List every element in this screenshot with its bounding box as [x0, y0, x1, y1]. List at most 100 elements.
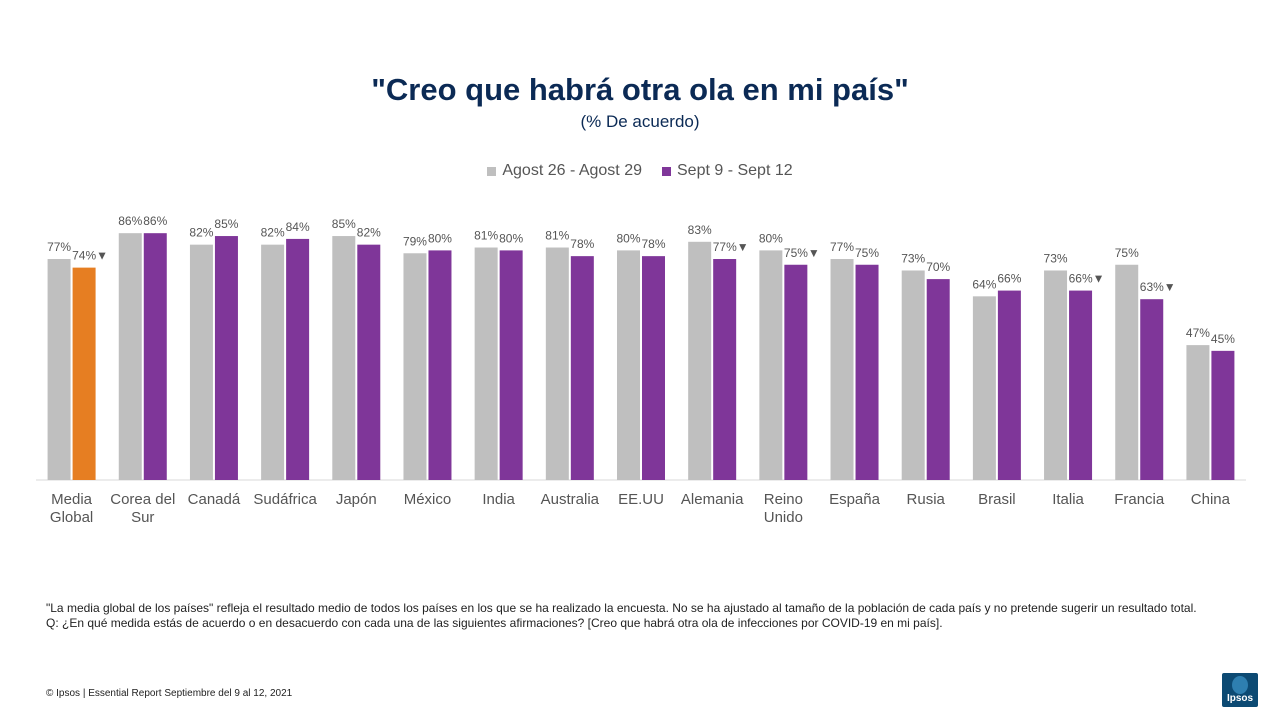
data-label-series-2: 74%▼ — [72, 249, 108, 263]
data-label-series-2: 85% — [214, 217, 238, 231]
footnote-note: "La media global de los países" refleja … — [46, 601, 1197, 615]
category-label: Reino — [764, 491, 803, 508]
category-label: India — [482, 491, 515, 508]
bar-series-2 — [1211, 350, 1235, 480]
bar-series-2 — [713, 259, 737, 480]
category-label: México — [404, 491, 452, 508]
bar-series-1 — [332, 236, 356, 480]
bar-series-2 — [214, 236, 238, 480]
legend: Agost 26 - Agost 29 Sept 9 - Sept 12 — [0, 162, 1280, 180]
bar-series-2 — [1069, 290, 1093, 480]
bar-series-2 — [1140, 299, 1164, 480]
ipsos-logo-icon — [1232, 676, 1248, 694]
bar-series-1 — [403, 253, 427, 480]
footnote: "La media global de los países" refleja … — [46, 601, 1236, 631]
data-label-series-2: 80% — [499, 231, 523, 245]
bar-series-2 — [428, 250, 452, 480]
bar-series-1 — [474, 247, 498, 480]
data-label-series-1: 85% — [332, 217, 356, 231]
data-label-series-1: 73% — [901, 251, 925, 265]
data-label-series-2: 78% — [641, 237, 665, 251]
category-label: España — [829, 491, 881, 508]
data-label-series-2: 82% — [357, 226, 381, 240]
data-label-series-1: 79% — [403, 234, 427, 248]
data-label-series-2: 66%▼ — [1069, 272, 1105, 286]
data-label-series-1: 77% — [830, 240, 854, 254]
data-label-series-2: 63%▼ — [1140, 280, 1176, 294]
data-label-series-1: 75% — [1115, 246, 1139, 260]
data-label-series-1: 80% — [616, 231, 640, 245]
data-label-series-2: 77%▼ — [713, 240, 749, 254]
bar-series-1 — [759, 250, 783, 480]
bar-series-2 — [926, 279, 950, 480]
legend-swatch-series-1 — [487, 166, 497, 176]
category-label: Francia — [1114, 491, 1165, 508]
bar-series-2 — [570, 256, 594, 480]
category-label: Canadá — [188, 491, 241, 508]
bar-series-1 — [189, 244, 213, 480]
data-label-series-2: 80% — [428, 231, 452, 245]
footnote-question: Q: ¿En qué medida estás de acuerdo o en … — [46, 616, 943, 630]
data-label-series-2: 78% — [570, 237, 594, 251]
bar-series-1 — [47, 259, 71, 480]
data-label-series-2: 84% — [286, 220, 310, 234]
bar-series-1 — [617, 250, 640, 480]
category-label: Alemania — [681, 491, 744, 508]
data-label-series-2: 66% — [997, 272, 1021, 286]
category-label: Sur — [131, 509, 154, 526]
data-label-series-2: 75%▼ — [784, 246, 820, 260]
legend-item-series-1: Agost 26 - Agost 29 — [487, 162, 642, 180]
bar-series-2 — [286, 238, 310, 480]
category-label: Brasil — [978, 491, 1016, 508]
category-label: Media — [51, 491, 93, 508]
data-label-series-2: 45% — [1211, 332, 1235, 346]
bar-series-1 — [1186, 345, 1210, 480]
bar-series-1 — [901, 270, 925, 480]
data-label-series-2: 86% — [143, 214, 167, 228]
bar-series-1 — [972, 296, 996, 480]
data-label-series-2: 75% — [855, 246, 879, 260]
data-label-series-1: 81% — [474, 229, 498, 243]
ipsos-logo: Ipsos — [1222, 673, 1258, 707]
category-label: Corea del — [110, 491, 175, 508]
bar-series-1 — [1115, 264, 1139, 480]
legend-item-series-2: Sept 9 - Sept 12 — [662, 162, 793, 180]
bar-series-2 — [642, 256, 665, 480]
category-label: Global — [50, 509, 93, 526]
bar-series-2 — [72, 267, 96, 480]
category-label: Rusia — [907, 491, 946, 508]
bar-series-1 — [261, 244, 285, 480]
bar-series-2 — [855, 264, 879, 480]
legend-label-series-2: Sept 9 - Sept 12 — [677, 162, 793, 179]
data-label-series-1: 83% — [688, 223, 712, 237]
category-label: China — [1191, 491, 1231, 508]
data-label-series-1: 47% — [1186, 326, 1210, 340]
data-label-series-2: 70% — [926, 260, 950, 274]
category-label: Unido — [764, 509, 803, 526]
bar-series-1 — [830, 259, 854, 480]
bar-series-2 — [143, 233, 167, 480]
legend-label-series-1: Agost 26 - Agost 29 — [502, 162, 642, 179]
data-label-series-1: 80% — [759, 231, 783, 245]
chart-title: "Creo que habrá otra ola en mi país" — [371, 72, 909, 107]
bar-series-2 — [499, 250, 523, 480]
category-label: Italia — [1052, 491, 1084, 508]
data-label-series-1: 81% — [545, 229, 569, 243]
chart-subtitle: (% De acuerdo) — [580, 112, 700, 131]
category-label: Australia — [541, 491, 600, 508]
category-label: Sudáfrica — [253, 491, 317, 508]
ipsos-logo-text: Ipsos — [1226, 693, 1254, 704]
bar-series-2 — [997, 290, 1021, 480]
bar-series-1 — [545, 247, 569, 480]
data-label-series-1: 77% — [47, 240, 71, 254]
data-label-series-1: 64% — [972, 277, 996, 291]
footer-copyright: © Ipsos | Essential Report Septiembre de… — [46, 688, 293, 699]
bar-series-1 — [1044, 270, 1068, 480]
bar-series-1 — [688, 241, 712, 480]
data-label-series-1: 73% — [1044, 251, 1068, 265]
category-label: EE.UU — [618, 491, 664, 508]
data-label-series-1: 82% — [261, 226, 285, 240]
bar-series-1 — [118, 233, 142, 480]
data-label-series-1: 82% — [189, 226, 213, 240]
